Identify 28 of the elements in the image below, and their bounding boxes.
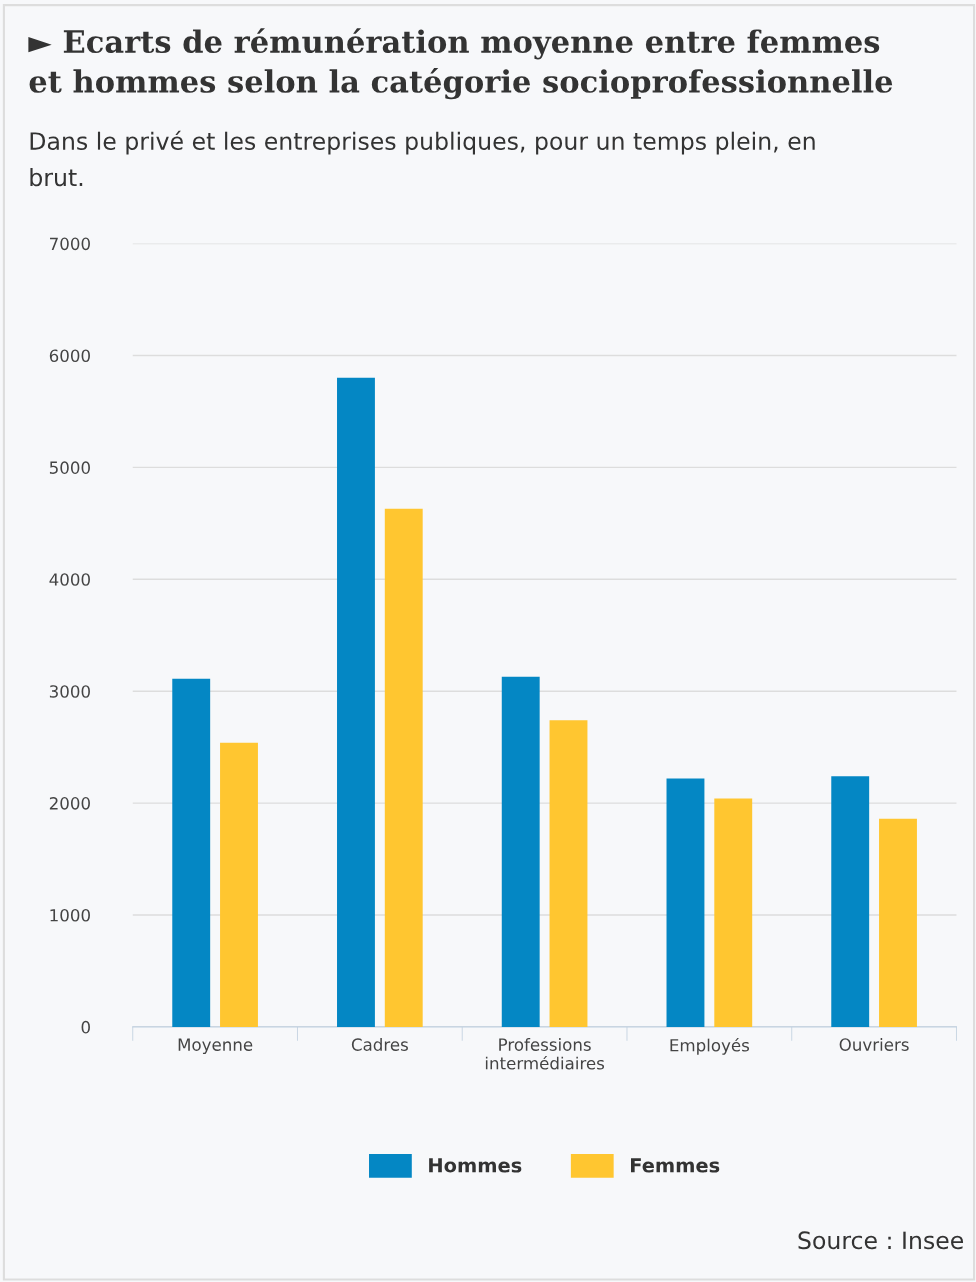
legend-label: Hommes: [429, 1158, 522, 1173]
y-tick-label: 6000: [49, 349, 90, 363]
chart-title: ► Ecarts de rémunération moyenne entre femmes et hommes selon la catégorie socioprofessionnelle: [28, 28, 893, 100]
bar: [879, 818, 917, 1027]
bar: [549, 720, 588, 1027]
x-tick-label: Employés: [670, 1037, 750, 1055]
bar: [172, 678, 211, 1027]
x-tick-label: Moyenne: [178, 1038, 253, 1055]
bar: [337, 377, 375, 1027]
y-tick-label: 0: [81, 1020, 90, 1034]
bar: [666, 778, 705, 1027]
y-tick-label: 3000: [49, 685, 90, 698]
y-tick-label: 7000: [50, 237, 90, 251]
y-tick-label: 1000: [50, 908, 90, 922]
legend-label: Femmes: [631, 1158, 720, 1173]
bar: [831, 776, 870, 1027]
bar: [384, 508, 423, 1027]
x-tick-label: Professions intermédiaires: [485, 1037, 605, 1070]
x-tick-label: Cadres: [351, 1037, 408, 1051]
source-note: Source : Insee: [798, 1231, 964, 1250]
chart-subtitle: Dans le privé et les entreprises publiques, pour un temps plein, en brut.: [30, 130, 815, 187]
bar: [220, 742, 258, 1027]
bar: [714, 798, 753, 1027]
x-tick-label: Ouvriers: [839, 1037, 909, 1051]
y-tick-label: 4000: [49, 573, 90, 586]
y-tick-label: 5000: [49, 461, 90, 474]
bar: [501, 676, 540, 1027]
y-tick-label: 2000: [49, 797, 90, 810]
